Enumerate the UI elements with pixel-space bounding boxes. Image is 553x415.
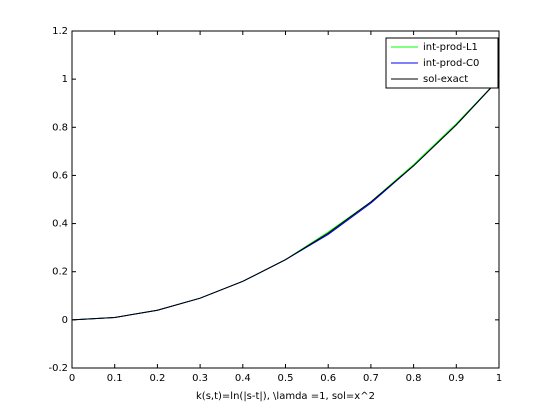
y-tick-label: 0.4 xyxy=(52,219,68,230)
x-tick-label: 0.5 xyxy=(278,373,294,384)
x-tick-label: 0.9 xyxy=(448,373,464,384)
x-tick-label: 0.3 xyxy=(192,373,208,384)
legend-label: sol-exact xyxy=(423,74,468,85)
x-tick-label: 0.8 xyxy=(406,373,422,384)
x-axis-label: k(s,t)=ln(|s-t|), \lamda =1, sol=x^2 xyxy=(196,391,375,402)
y-tick-label: 1.2 xyxy=(52,26,68,37)
legend-label: int-prod-C0 xyxy=(423,58,479,69)
y-tick-label: 0.6 xyxy=(52,170,68,181)
series-line xyxy=(71,78,500,321)
y-tick-label: -0.2 xyxy=(48,363,68,374)
x-tick-label: 0.1 xyxy=(107,373,123,384)
x-tick-label: 0.2 xyxy=(149,373,165,384)
x-tick-label: 0.7 xyxy=(363,373,379,384)
x-tick-label: 1 xyxy=(496,373,502,384)
x-tick-label: 0.4 xyxy=(235,373,251,384)
x-tick-label: 0 xyxy=(69,373,75,384)
y-tick-label: 0.8 xyxy=(52,122,68,133)
y-tick-label: 0.2 xyxy=(52,267,68,278)
y-tick-label: 0 xyxy=(62,315,68,326)
x-tick-label: 0.6 xyxy=(320,373,336,384)
legend-label: int-prod-L1 xyxy=(423,42,478,53)
y-tick-label: 1 xyxy=(62,74,68,85)
